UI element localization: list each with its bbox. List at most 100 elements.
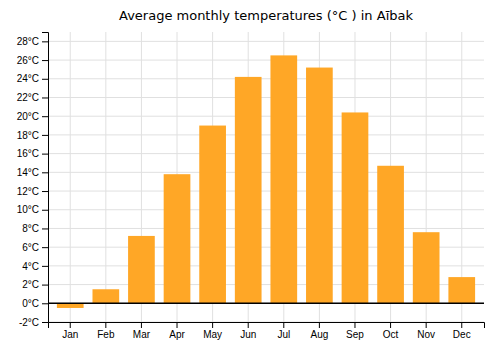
x-axis: Jan Feb Mar Apr May Jun Jul Aug Sep Oct Nov Dec — [49, 322, 485, 340]
x-tick-mark — [212, 322, 213, 328]
bars — [57, 55, 475, 308]
x-tick-label: Mar — [133, 329, 151, 340]
x-tick-mark — [141, 322, 142, 328]
y-tick: 24°C — [17, 73, 48, 84]
y-axis-line — [42, 33, 49, 323]
x-tick: Jun — [240, 322, 256, 340]
y-tick: 28°C — [17, 36, 48, 47]
y-tick: 10°C — [17, 204, 48, 215]
x-tick-mark — [354, 322, 355, 328]
plot: -2°C 0°C 2°C 4°C 6°C 8°C 10°C 12°C 14°C 16°C 18°C 2… — [17, 32, 485, 340]
title: Average monthly temperatures (°C ) in Aī… — [119, 8, 413, 23]
y-tick: 0°C — [22, 298, 48, 309]
y-tick-mark — [42, 41, 48, 42]
y-grid-line — [48, 134, 484, 135]
x-tick: Dec — [453, 322, 471, 340]
x-tick-label: Apr — [169, 329, 185, 340]
y-tick-label: 16°C — [17, 148, 39, 159]
y-tick-mark — [42, 79, 48, 80]
grid — [48, 32, 484, 322]
x-tick: May — [203, 322, 222, 340]
x-tick-mark — [390, 322, 391, 328]
y-tick-label: 8°C — [22, 223, 39, 234]
bar — [448, 277, 475, 303]
y-tick: -2°C — [19, 317, 48, 328]
y-tick-mark — [42, 154, 48, 155]
x-tick-mark — [248, 322, 249, 328]
chart: -2°C 0°C 2°C 4°C 6°C 8°C 10°C 12°C 14°C 16°C 18°C 2… — [0, 0, 500, 350]
y-tick: 22°C — [17, 92, 48, 103]
bar — [164, 174, 191, 303]
y-tick-mark — [42, 322, 48, 323]
y-tick-label: 4°C — [22, 261, 39, 272]
y-grid-line — [48, 41, 484, 42]
y-tick: 14°C — [17, 167, 48, 178]
x-tick-label: Sep — [346, 329, 364, 340]
y-tick-mark — [42, 228, 48, 229]
y-tick-mark — [42, 210, 48, 211]
x-tick: Nov — [417, 322, 435, 340]
bar — [377, 166, 404, 304]
y-tick: 8°C — [22, 223, 48, 234]
bar — [306, 68, 333, 304]
x-tick-label: May — [203, 329, 222, 340]
y-grid-line — [48, 78, 484, 79]
y-tick-label: 18°C — [17, 130, 39, 141]
x-tick: Sep — [346, 322, 364, 340]
y-grid-line — [48, 172, 484, 173]
y-grid-line — [48, 153, 484, 154]
y-tick-label: 12°C — [17, 186, 39, 197]
y-tick: 12°C — [17, 186, 48, 197]
x-tick: Oct — [383, 322, 399, 340]
y-tick-mark — [42, 116, 48, 117]
y-tick-label: -2°C — [19, 317, 39, 328]
y-grid-line — [48, 191, 484, 192]
y-tick-label: 26°C — [17, 55, 39, 66]
y-tick: 18°C — [17, 130, 48, 141]
x-tick-mark — [461, 322, 462, 328]
x-tick-mark — [283, 322, 284, 328]
y-tick-label: 20°C — [17, 111, 39, 122]
y-tick-label: 22°C — [17, 92, 39, 103]
y-tick-label: 14°C — [17, 167, 39, 178]
y-grid-line — [48, 209, 484, 210]
x-tick-mark — [70, 322, 71, 328]
x-tick-label: Oct — [383, 329, 399, 340]
x-tick: Apr — [169, 322, 185, 340]
bar — [128, 236, 155, 303]
y-tick: 20°C — [17, 111, 48, 122]
y-tick-label: 2°C — [22, 279, 39, 290]
bar — [235, 77, 262, 303]
x-tick: Feb — [97, 322, 115, 340]
x-tick-label: Jan — [62, 329, 78, 340]
x-axis-line — [49, 323, 485, 329]
y-tick-mark — [42, 172, 48, 173]
x-grid-line — [105, 32, 106, 322]
y-tick: 2°C — [22, 279, 48, 290]
x-tick-mark — [319, 322, 320, 328]
y-tick-mark — [42, 60, 48, 61]
zero-line — [48, 303, 484, 305]
bar — [270, 55, 297, 303]
x-tick-mark — [177, 322, 178, 328]
y-tick: 4°C — [22, 261, 48, 272]
y-grid-line — [48, 303, 484, 304]
x-tick: Aug — [310, 322, 328, 340]
y-tick-mark — [42, 247, 48, 248]
y-tick-mark — [42, 285, 48, 286]
bar — [413, 232, 440, 303]
y-tick-mark — [42, 266, 48, 267]
y-grid-line — [48, 116, 484, 117]
y-grid-line — [48, 97, 484, 98]
y-tick: 26°C — [17, 55, 48, 66]
x-tick-label: Dec — [453, 329, 471, 340]
x-tick-label: Feb — [97, 329, 115, 340]
bar — [199, 126, 226, 304]
y-tick-mark — [42, 97, 48, 98]
y-grid-line — [48, 60, 484, 61]
y-axis: -2°C 0°C 2°C 4°C 6°C 8°C 10°C 12°C 14°C 16°C 18°C 2… — [17, 33, 49, 328]
y-tick-label: 10°C — [17, 204, 39, 215]
x-tick: Jul — [277, 322, 290, 340]
y-tick-mark — [42, 303, 48, 304]
y-tick: 6°C — [22, 242, 48, 253]
